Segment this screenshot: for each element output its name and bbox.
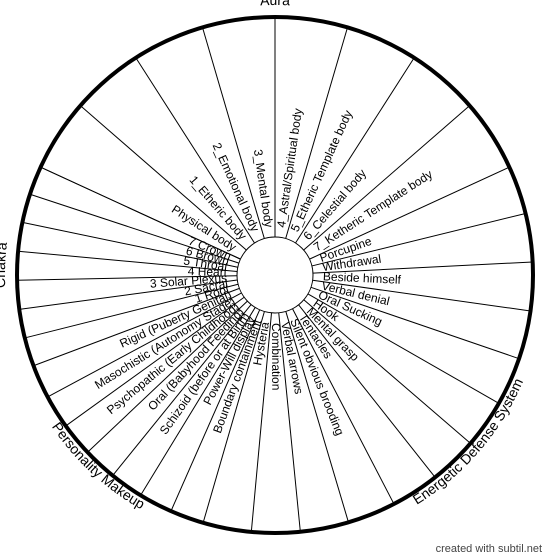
sector-label-personality-makeup: Personality Makeup xyxy=(49,419,148,512)
radial-chart: Physical body1_Etheric body2_Emotional b… xyxy=(0,0,550,545)
sector-label-aura: Aura xyxy=(260,0,291,8)
inner-circle xyxy=(237,237,313,313)
credit-text: created with subtil.net xyxy=(436,543,542,555)
sector-label-chakra: Chakra xyxy=(0,241,10,288)
slice-divider xyxy=(304,106,470,250)
slice-divider xyxy=(80,106,246,250)
slice-label: Combination xyxy=(269,323,283,390)
